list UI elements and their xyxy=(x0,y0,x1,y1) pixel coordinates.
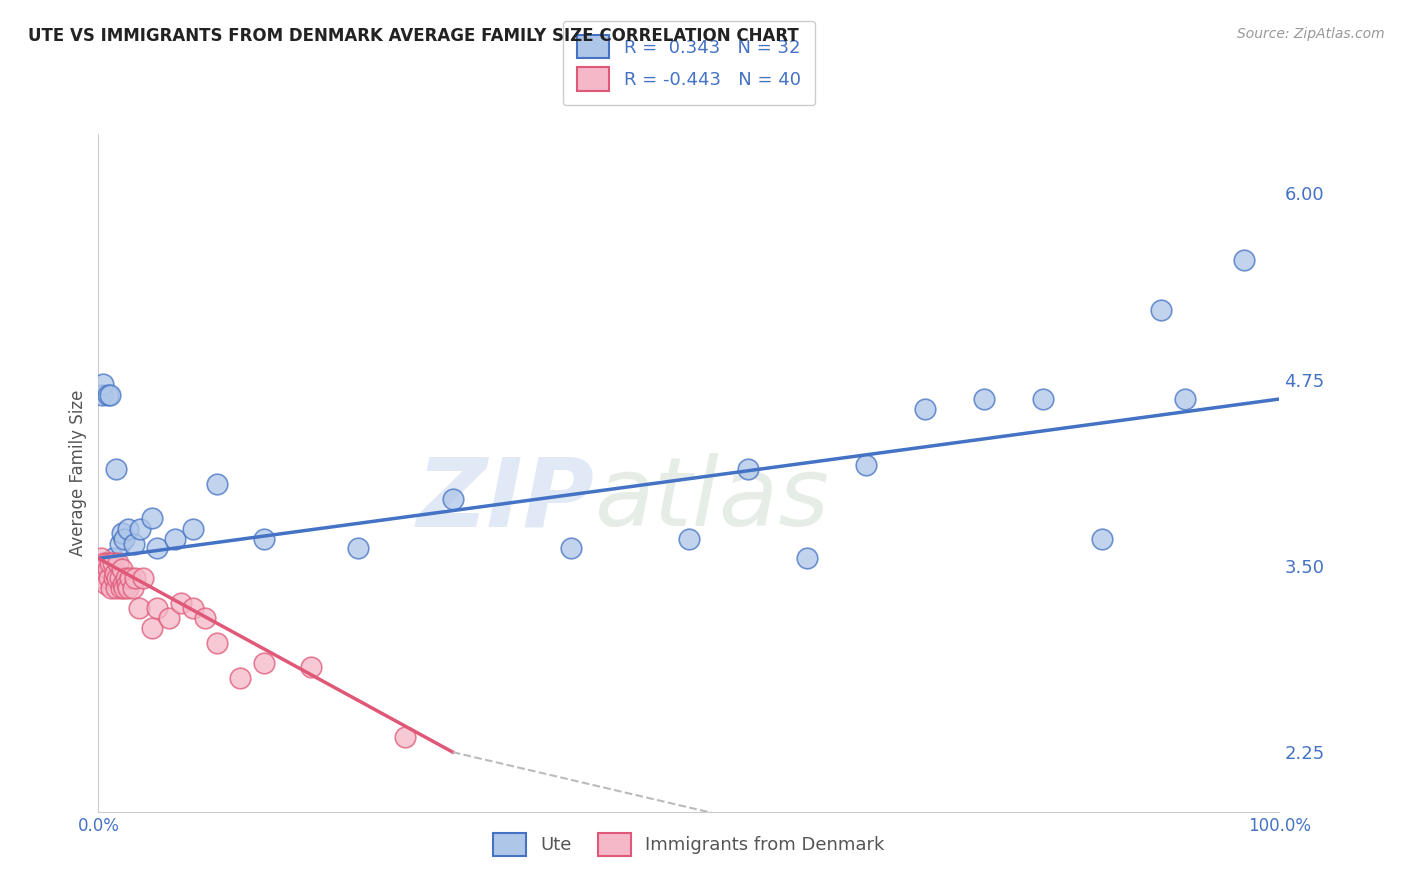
Point xyxy=(229,671,252,685)
Point xyxy=(253,532,276,546)
Point xyxy=(105,571,128,585)
Y-axis label: Average Family Size: Average Family Size xyxy=(69,390,87,556)
Point xyxy=(107,556,129,570)
Point xyxy=(117,522,139,536)
Point xyxy=(120,571,142,585)
Point xyxy=(104,566,127,581)
Point xyxy=(97,562,120,576)
Point xyxy=(115,576,138,591)
Point xyxy=(98,571,121,585)
Text: Source: ZipAtlas.com: Source: ZipAtlas.com xyxy=(1237,27,1385,41)
Point xyxy=(100,581,122,595)
Text: ZIP: ZIP xyxy=(416,453,595,547)
Point xyxy=(111,526,134,541)
Point xyxy=(394,730,416,744)
Point xyxy=(108,536,131,550)
Point xyxy=(194,611,217,625)
Point xyxy=(441,491,464,506)
Point xyxy=(796,551,818,566)
Point xyxy=(181,522,204,536)
Point xyxy=(170,596,193,610)
Point xyxy=(101,551,124,566)
Point xyxy=(91,571,114,585)
Point xyxy=(98,556,121,570)
Point xyxy=(253,656,276,670)
Point xyxy=(112,576,135,591)
Point xyxy=(108,571,131,585)
Point xyxy=(112,532,135,546)
Point xyxy=(91,377,114,392)
Point xyxy=(855,458,877,472)
Point xyxy=(103,571,125,585)
Point xyxy=(101,556,124,570)
Point xyxy=(205,636,228,650)
Point xyxy=(737,462,759,476)
Text: atlas: atlas xyxy=(595,453,830,547)
Point xyxy=(146,600,169,615)
Point xyxy=(122,536,145,550)
Point xyxy=(132,571,155,585)
Point xyxy=(105,462,128,476)
Point xyxy=(91,387,114,401)
Point xyxy=(205,477,228,491)
Point xyxy=(141,622,163,636)
Point xyxy=(90,551,112,566)
Point xyxy=(96,556,118,570)
Point xyxy=(105,581,128,595)
Point xyxy=(124,571,146,585)
Point xyxy=(560,541,582,555)
Point xyxy=(114,571,136,585)
Point xyxy=(128,522,150,536)
Point xyxy=(165,532,187,546)
Point xyxy=(128,600,150,615)
Point xyxy=(91,562,114,576)
Point xyxy=(97,387,120,401)
Point xyxy=(112,581,135,595)
Point xyxy=(1233,253,1256,268)
Point xyxy=(347,541,370,555)
Point xyxy=(111,562,134,576)
Point xyxy=(93,556,115,570)
Point xyxy=(973,392,995,406)
Point xyxy=(94,576,117,591)
Legend: Ute, Immigrants from Denmark: Ute, Immigrants from Denmark xyxy=(478,818,900,871)
Point xyxy=(146,541,169,555)
Point xyxy=(98,387,121,401)
Point xyxy=(678,532,700,546)
Point xyxy=(1174,392,1197,406)
Point xyxy=(1032,392,1054,406)
Point xyxy=(299,660,322,674)
Point xyxy=(121,581,143,595)
Point xyxy=(181,600,204,615)
Point xyxy=(914,402,936,417)
Point xyxy=(110,581,132,595)
Point xyxy=(1150,302,1173,317)
Point xyxy=(1091,532,1114,546)
Point xyxy=(157,611,180,625)
Point xyxy=(141,511,163,525)
Point xyxy=(117,581,139,595)
Text: UTE VS IMMIGRANTS FROM DENMARK AVERAGE FAMILY SIZE CORRELATION CHART: UTE VS IMMIGRANTS FROM DENMARK AVERAGE F… xyxy=(28,27,799,45)
